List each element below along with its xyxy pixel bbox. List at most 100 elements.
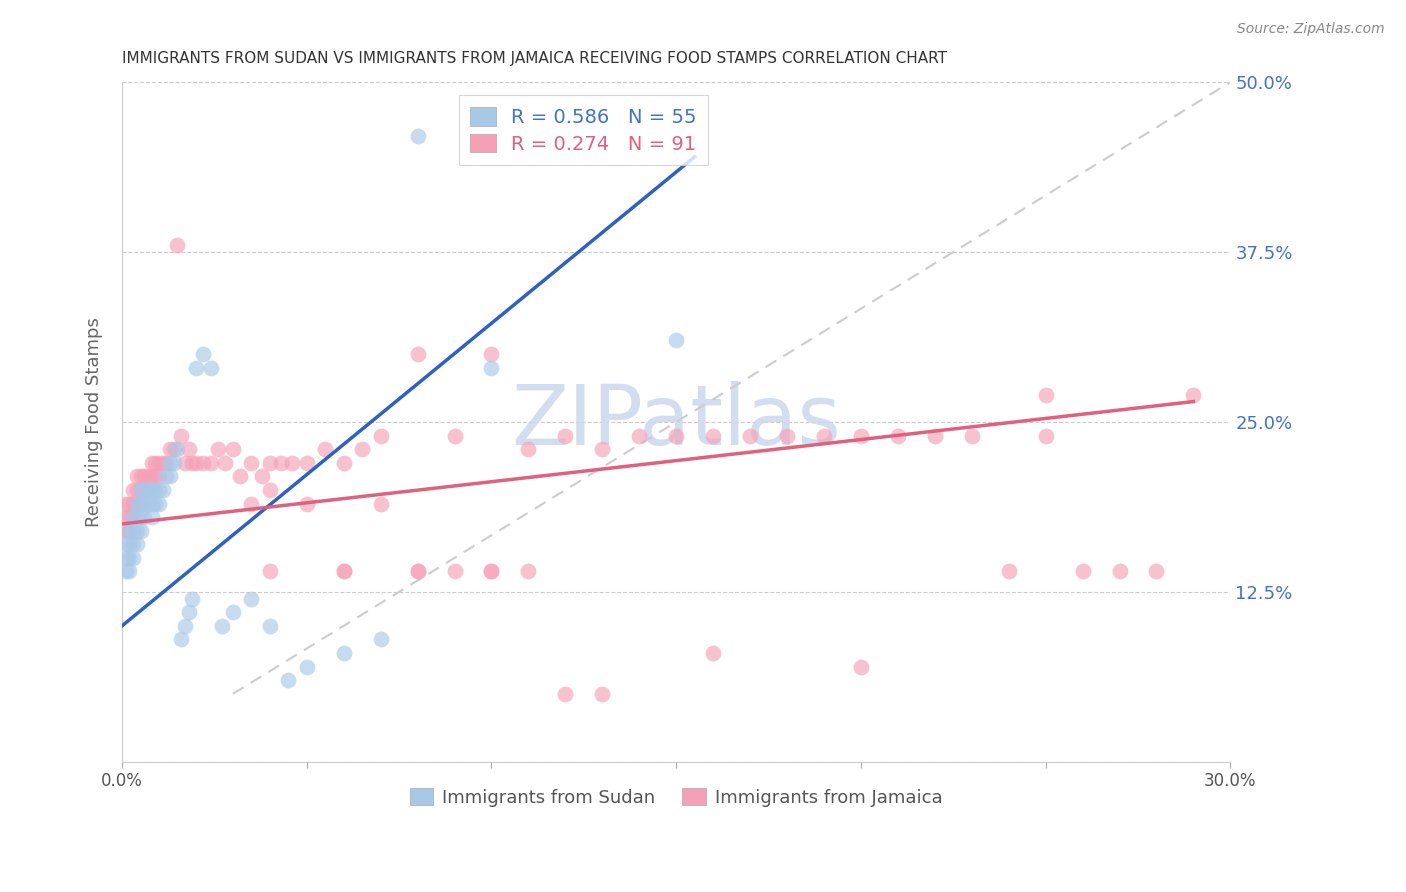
Point <box>443 565 465 579</box>
Point <box>1182 388 1205 402</box>
Point <box>173 456 195 470</box>
Point <box>136 483 159 497</box>
Point <box>125 537 148 551</box>
Point <box>370 496 392 510</box>
Point <box>665 334 688 348</box>
Point <box>148 483 170 497</box>
Text: ZIPatlas: ZIPatlas <box>512 382 841 462</box>
Point <box>143 496 166 510</box>
Point <box>148 469 170 483</box>
Point <box>259 456 281 470</box>
Point <box>406 347 429 361</box>
Point <box>129 524 152 538</box>
Point <box>240 456 263 470</box>
Point <box>129 469 152 483</box>
Point <box>665 428 688 442</box>
Point <box>200 456 222 470</box>
Point <box>129 483 152 497</box>
Point <box>997 565 1019 579</box>
Point <box>554 428 576 442</box>
Point <box>406 565 429 579</box>
Point <box>114 565 136 579</box>
Point <box>277 673 299 688</box>
Point <box>924 428 946 442</box>
Point <box>118 524 141 538</box>
Point <box>259 565 281 579</box>
Point <box>134 510 156 524</box>
Point <box>591 442 613 457</box>
Point <box>134 483 156 497</box>
Point <box>125 483 148 497</box>
Point <box>129 510 152 524</box>
Point <box>177 442 200 457</box>
Text: Source: ZipAtlas.com: Source: ZipAtlas.com <box>1237 22 1385 37</box>
Point <box>211 619 233 633</box>
Point <box>517 565 540 579</box>
Point <box>332 565 354 579</box>
Point <box>554 687 576 701</box>
Point <box>148 456 170 470</box>
Point <box>738 428 761 442</box>
Point <box>129 483 152 497</box>
Point <box>406 129 429 144</box>
Point <box>207 442 229 457</box>
Point <box>125 510 148 524</box>
Point <box>163 442 186 457</box>
Point <box>122 524 145 538</box>
Point <box>222 605 245 619</box>
Point <box>184 360 207 375</box>
Point <box>118 537 141 551</box>
Point <box>1035 428 1057 442</box>
Point <box>406 565 429 579</box>
Point <box>159 469 181 483</box>
Point <box>628 428 651 442</box>
Point <box>214 456 236 470</box>
Point <box>960 428 983 442</box>
Y-axis label: Receiving Food Stamps: Receiving Food Stamps <box>86 317 103 527</box>
Point <box>134 469 156 483</box>
Point <box>193 456 215 470</box>
Point <box>136 496 159 510</box>
Point <box>125 496 148 510</box>
Point <box>136 483 159 497</box>
Point <box>702 646 724 660</box>
Point <box>177 605 200 619</box>
Point <box>122 483 145 497</box>
Point <box>352 442 374 457</box>
Point <box>125 496 148 510</box>
Point <box>155 456 177 470</box>
Point <box>122 496 145 510</box>
Point <box>114 537 136 551</box>
Point <box>229 469 252 483</box>
Point <box>118 550 141 565</box>
Point <box>591 687 613 701</box>
Point <box>193 347 215 361</box>
Point <box>181 591 204 606</box>
Point <box>114 510 136 524</box>
Point <box>314 442 336 457</box>
Point <box>776 428 799 442</box>
Point <box>240 591 263 606</box>
Point <box>270 456 292 470</box>
Legend: Immigrants from Sudan, Immigrants from Jamaica: Immigrants from Sudan, Immigrants from J… <box>402 781 950 814</box>
Point <box>813 428 835 442</box>
Point <box>332 565 354 579</box>
Point <box>152 483 174 497</box>
Point <box>481 347 503 361</box>
Point <box>143 469 166 483</box>
Point <box>222 442 245 457</box>
Point <box>170 632 193 647</box>
Point <box>141 496 163 510</box>
Point <box>443 428 465 442</box>
Point <box>148 496 170 510</box>
Point <box>173 619 195 633</box>
Point <box>481 360 503 375</box>
Point <box>200 360 222 375</box>
Point <box>1146 565 1168 579</box>
Point <box>170 428 193 442</box>
Point <box>155 469 177 483</box>
Point <box>122 550 145 565</box>
Point <box>370 428 392 442</box>
Point <box>136 469 159 483</box>
Point <box>118 524 141 538</box>
